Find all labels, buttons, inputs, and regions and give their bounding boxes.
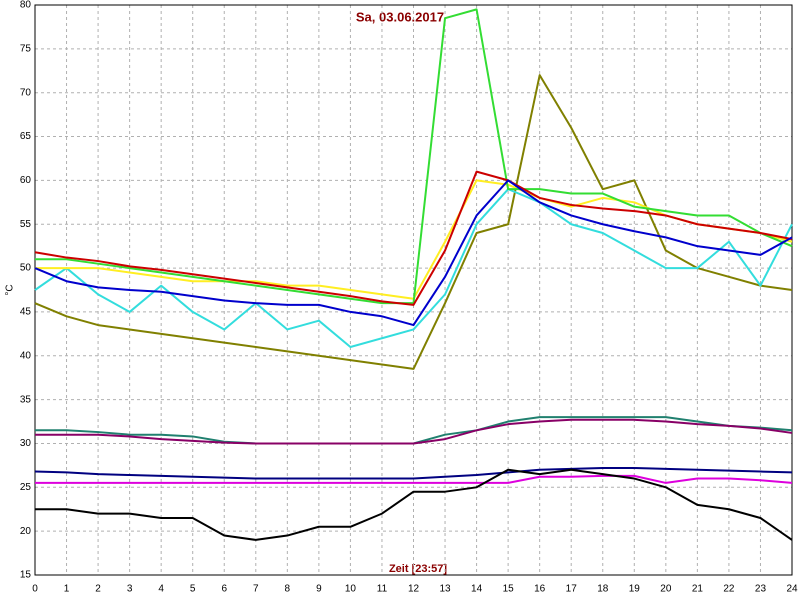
series-line: [35, 468, 793, 541]
y-tick-label: 55: [20, 219, 32, 230]
x-tick-label: 0: [32, 584, 38, 595]
x-tick-label: 10: [345, 584, 357, 595]
series-line: [34, 188, 793, 348]
series-line: [34, 170, 793, 306]
x-tick-label: 13: [439, 584, 451, 595]
series-line: [35, 418, 793, 445]
y-tick-label: 80: [20, 0, 32, 11]
x-tick-label: 15: [503, 584, 515, 595]
x-tick-label: 19: [629, 584, 641, 595]
x-tick-label: 17: [566, 584, 578, 595]
x-tick-label: 8: [285, 584, 291, 595]
x-tick-label: 12: [408, 584, 420, 595]
x-tick-label: 22: [723, 584, 735, 595]
x-tick-label: 5: [190, 584, 196, 595]
y-axis-label: °C: [5, 284, 16, 295]
x-tick-label: 16: [534, 584, 546, 595]
x-tick-label: 20: [660, 584, 672, 595]
x-tick-label: 21: [692, 584, 704, 595]
y-tick-label: 70: [20, 87, 32, 98]
x-tick-label: 4: [158, 584, 164, 595]
series-line: [34, 74, 793, 370]
y-tick-label: 75: [20, 43, 32, 54]
x-tick-label: 24: [786, 584, 798, 595]
y-tick-label: 45: [20, 307, 32, 318]
y-tick-label: 40: [20, 350, 32, 361]
x-tick-label: 6: [221, 584, 227, 595]
y-tick-label: 60: [20, 175, 32, 186]
x-tick-label: 2: [95, 584, 101, 595]
y-tick-label: 65: [20, 131, 32, 142]
x-tick-label: 1: [64, 584, 70, 595]
y-tick-label: 30: [20, 438, 32, 449]
y-tick-label: 15: [20, 570, 32, 581]
x-tick-label: 3: [127, 584, 133, 595]
series-line: [34, 467, 793, 480]
x-tick-label: 23: [755, 584, 767, 595]
x-axis-label: Zeit [23:57]: [389, 563, 447, 575]
y-tick-label: 25: [20, 482, 32, 493]
series-line: [34, 179, 793, 327]
y-tick-label: 35: [20, 394, 32, 405]
x-tick-label: 9: [316, 584, 322, 595]
chart-title: Sa, 03.06.2017: [356, 9, 444, 24]
x-tick-label: 18: [597, 584, 609, 595]
x-tick-label: 7: [253, 584, 259, 595]
x-tick-label: 14: [471, 584, 483, 595]
series-line: [35, 474, 793, 484]
y-tick-label: 20: [20, 526, 32, 537]
y-tick-label: 50: [20, 263, 32, 274]
x-tick-label: 11: [377, 584, 388, 595]
